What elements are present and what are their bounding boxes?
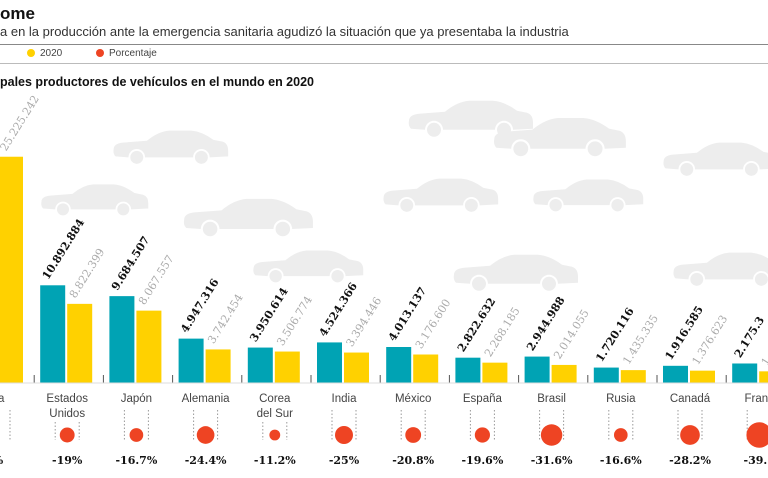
category-label: Corea — [259, 393, 291, 405]
bar-2020 — [274, 351, 300, 383]
legend-label: Porcentaje — [109, 48, 157, 59]
car-icon — [673, 252, 768, 286]
category-label: Canadá — [670, 393, 711, 405]
bar-2020 — [413, 354, 439, 383]
legend-item-2020: 2020 — [27, 48, 62, 59]
category-label: India — [332, 393, 358, 405]
divider — [0, 63, 768, 64]
data-label-2020: 8.067.557 — [136, 253, 177, 307]
percent-bubble — [746, 422, 768, 448]
bar-2020 — [482, 362, 508, 383]
bar-2019 — [593, 367, 619, 383]
category-label: Japón — [121, 393, 152, 405]
bar-2020 — [0, 156, 23, 383]
bar-2019 — [178, 338, 204, 383]
category-label: Rusia — [606, 393, 636, 405]
page-title: ome — [0, 4, 35, 23]
car-icon — [183, 198, 313, 237]
bar-2019 — [455, 357, 481, 383]
bar-2020 — [67, 303, 93, 383]
bar-2019 — [386, 347, 412, 383]
category-label: Brasil — [537, 393, 566, 405]
percent-bubble — [405, 427, 422, 443]
percent-bubble — [269, 429, 281, 441]
legend-item-porcentaje: Porcentaje — [96, 48, 157, 59]
percent-label: -20.8% — [392, 454, 434, 467]
category-label: Alemania — [182, 393, 231, 405]
data-label-2020: 1 — [759, 355, 768, 368]
car-icon — [533, 179, 644, 212]
bar-2020 — [690, 370, 715, 383]
percent-label: -19.6% — [461, 454, 503, 467]
car-icon — [253, 250, 364, 283]
bar-2020 — [759, 371, 768, 383]
percent-label: % — [0, 454, 4, 467]
percent-label: -39.5 — [744, 454, 768, 467]
bar-2019 — [732, 363, 758, 383]
percent-label: -24.4% — [185, 454, 227, 467]
legend-dot-icon — [96, 49, 104, 57]
category-label: Estados — [46, 393, 88, 405]
percent-bubble — [335, 426, 353, 444]
percent-bubble — [680, 425, 700, 445]
bar-2020 — [136, 310, 162, 383]
legend-label: 2020 — [40, 48, 63, 59]
bar-2019 — [524, 356, 550, 383]
percent-label: -19% — [52, 454, 83, 467]
divider — [0, 44, 768, 45]
bar-group: 2.175.31 Franc -39.5 — [725, 314, 768, 467]
data-label-2020: 25.225.242 — [0, 93, 42, 153]
car-icon — [383, 178, 499, 212]
percent-bubble — [613, 428, 628, 442]
car-silhouettes-background — [41, 100, 768, 291]
bar-2020 — [620, 370, 646, 383]
category-label: na — [0, 393, 5, 405]
percent-bubble — [540, 424, 563, 446]
chart-title: pales productores de vehículos en el mun… — [0, 75, 314, 89]
bar-2020 — [344, 352, 369, 383]
bar-2019 — [317, 342, 342, 383]
car-icon — [41, 184, 149, 216]
category-label: Unidos — [49, 408, 85, 420]
percent-label: -11.2% — [254, 454, 296, 467]
percent-bubble — [474, 427, 490, 443]
percent-bubble — [59, 427, 75, 443]
category-label: del Sur — [257, 408, 294, 420]
data-label-2020: 8.822.399 — [67, 246, 108, 300]
data-label-2019: 2.175.3 — [732, 314, 767, 360]
car-icon — [453, 254, 578, 291]
page-subtitle: a en la producción ante la emergencia sa… — [0, 24, 569, 39]
percent-bubble — [196, 426, 215, 444]
percent-label: -16.6% — [600, 454, 642, 467]
percent-label: -31.6% — [531, 454, 573, 467]
percent-bubble — [129, 428, 144, 442]
bar-2020 — [551, 364, 577, 383]
bar-2019 — [247, 347, 273, 383]
percent-label: -16.7% — [115, 454, 157, 467]
bar-2019 — [109, 296, 135, 383]
percent-label: -25% — [329, 454, 360, 467]
bar-2020 — [205, 349, 231, 383]
percent-label: -28.2% — [669, 454, 711, 467]
bar-2019 — [663, 365, 688, 383]
category-label: México — [395, 393, 431, 405]
car-icon — [663, 142, 768, 176]
bar-group: 0.65025.225.242na% — [0, 93, 42, 467]
bar-2019 — [40, 285, 66, 383]
category-label: Franc — [744, 393, 768, 405]
car-icon — [113, 130, 229, 164]
category-label: España — [463, 393, 503, 405]
legend-dot-icon — [27, 49, 35, 57]
